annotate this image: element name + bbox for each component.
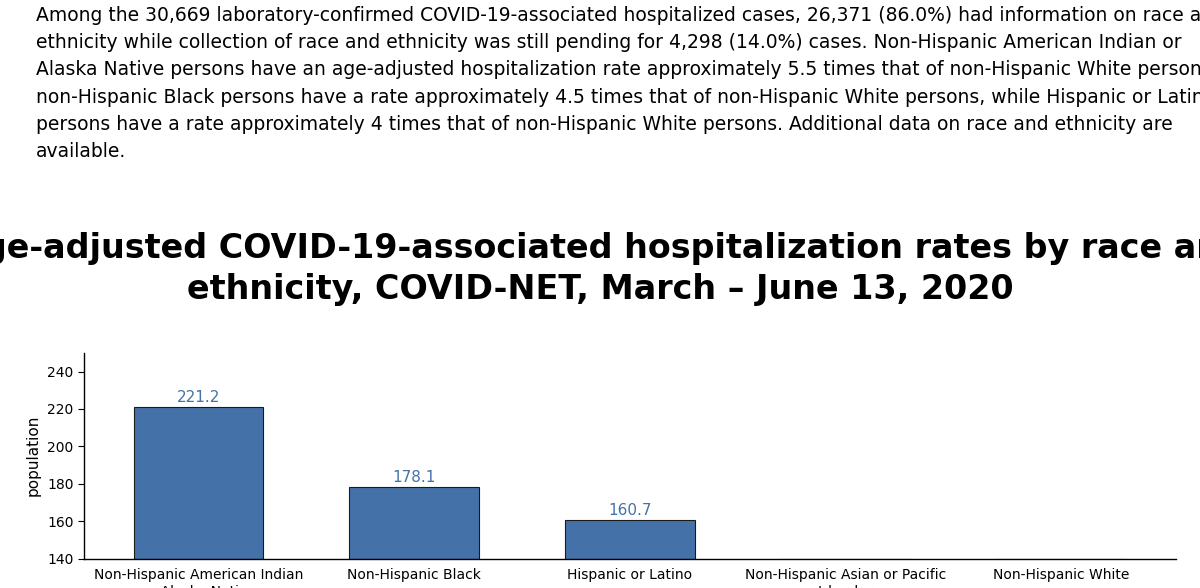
Text: 221.2: 221.2 [176, 390, 220, 405]
Text: 178.1: 178.1 [392, 470, 436, 486]
Text: Age-adjusted COVID-19-associated hospitalization rates by race and
ethnicity, CO: Age-adjusted COVID-19-associated hospita… [0, 232, 1200, 306]
Text: 160.7: 160.7 [608, 503, 652, 518]
Bar [133, 407, 263, 559]
Bar [781, 559, 911, 588]
Text: Among the 30,669 laboratory-confirmed COVID-19-associated hospitalized cases, 26: Among the 30,669 laboratory-confirmed CO… [36, 6, 1200, 161]
Bar [997, 559, 1127, 588]
Bar [565, 520, 695, 559]
Y-axis label: population: population [25, 415, 40, 496]
Bar [349, 487, 479, 559]
